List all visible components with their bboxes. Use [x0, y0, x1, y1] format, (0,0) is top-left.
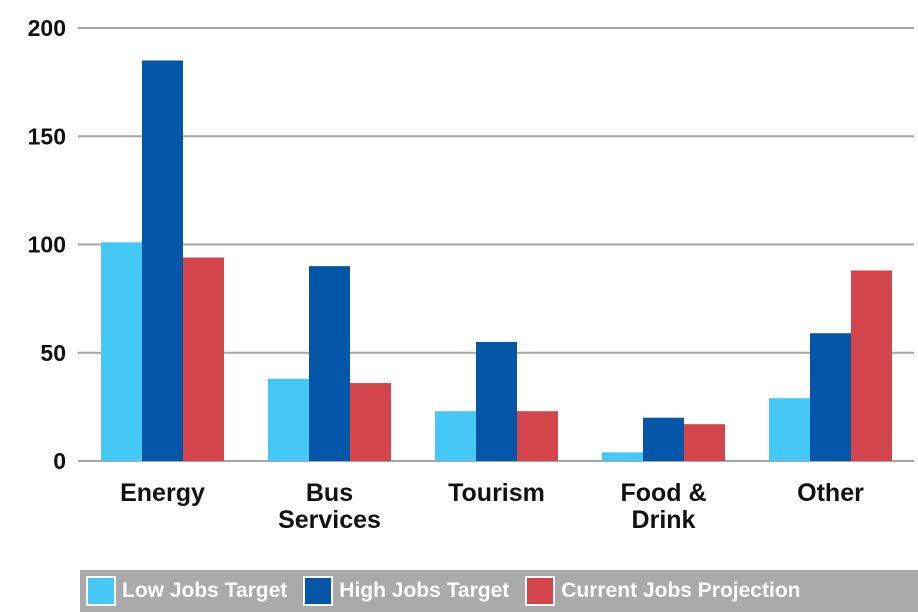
bar [476, 341, 517, 461]
x-tick-label: Energy [120, 479, 205, 507]
bar [142, 60, 183, 461]
legend-swatch-low [86, 576, 116, 606]
legend-item-low: Low Jobs Target [86, 576, 287, 606]
bar-chart: 0 50 100 150 200 Energy Bus Services Tourism Foo… [28, 15, 914, 530]
bar [602, 452, 643, 461]
bar [101, 242, 142, 461]
legend-label-low: Low Jobs Target [122, 579, 288, 602]
bar [769, 398, 810, 461]
y-tick-label: 200 [28, 15, 66, 41]
bar [309, 266, 350, 461]
legend-item-current: Current Jobs Projection [525, 576, 800, 606]
y-tick-label: 150 [28, 123, 66, 149]
bars [101, 60, 892, 461]
legend-label-current: Current Jobs Projection [561, 579, 801, 602]
bar [517, 411, 558, 461]
bar [810, 333, 851, 461]
bar [183, 257, 224, 461]
y-tick-label: 50 [40, 340, 66, 366]
bar [851, 270, 892, 461]
legend-swatch-high [303, 576, 334, 606]
bar [435, 411, 476, 461]
y-tick-label: 0 [53, 448, 66, 474]
x-tick-label: Other [797, 479, 864, 507]
x-tick-label: Bus Services [278, 479, 381, 530]
bar [268, 378, 309, 461]
bar [684, 424, 725, 461]
x-axis-labels: Energy Bus Services Tourism Food & Drink Other [120, 479, 864, 530]
x-tick-label: Food & Drink [620, 479, 706, 530]
legend-item-high: High Jobs Target [303, 576, 509, 606]
y-axis-ticks: 0 50 100 150 200 [28, 15, 66, 474]
bar [350, 383, 391, 461]
y-tick-label: 100 [28, 232, 66, 258]
bar [643, 417, 684, 461]
legend-swatch-current [525, 576, 556, 606]
legend-label-high: High Jobs Target [339, 579, 510, 602]
legend: Low Jobs Target High Jobs Target Current… [80, 570, 918, 612]
x-tick-label: Tourism [448, 479, 545, 507]
